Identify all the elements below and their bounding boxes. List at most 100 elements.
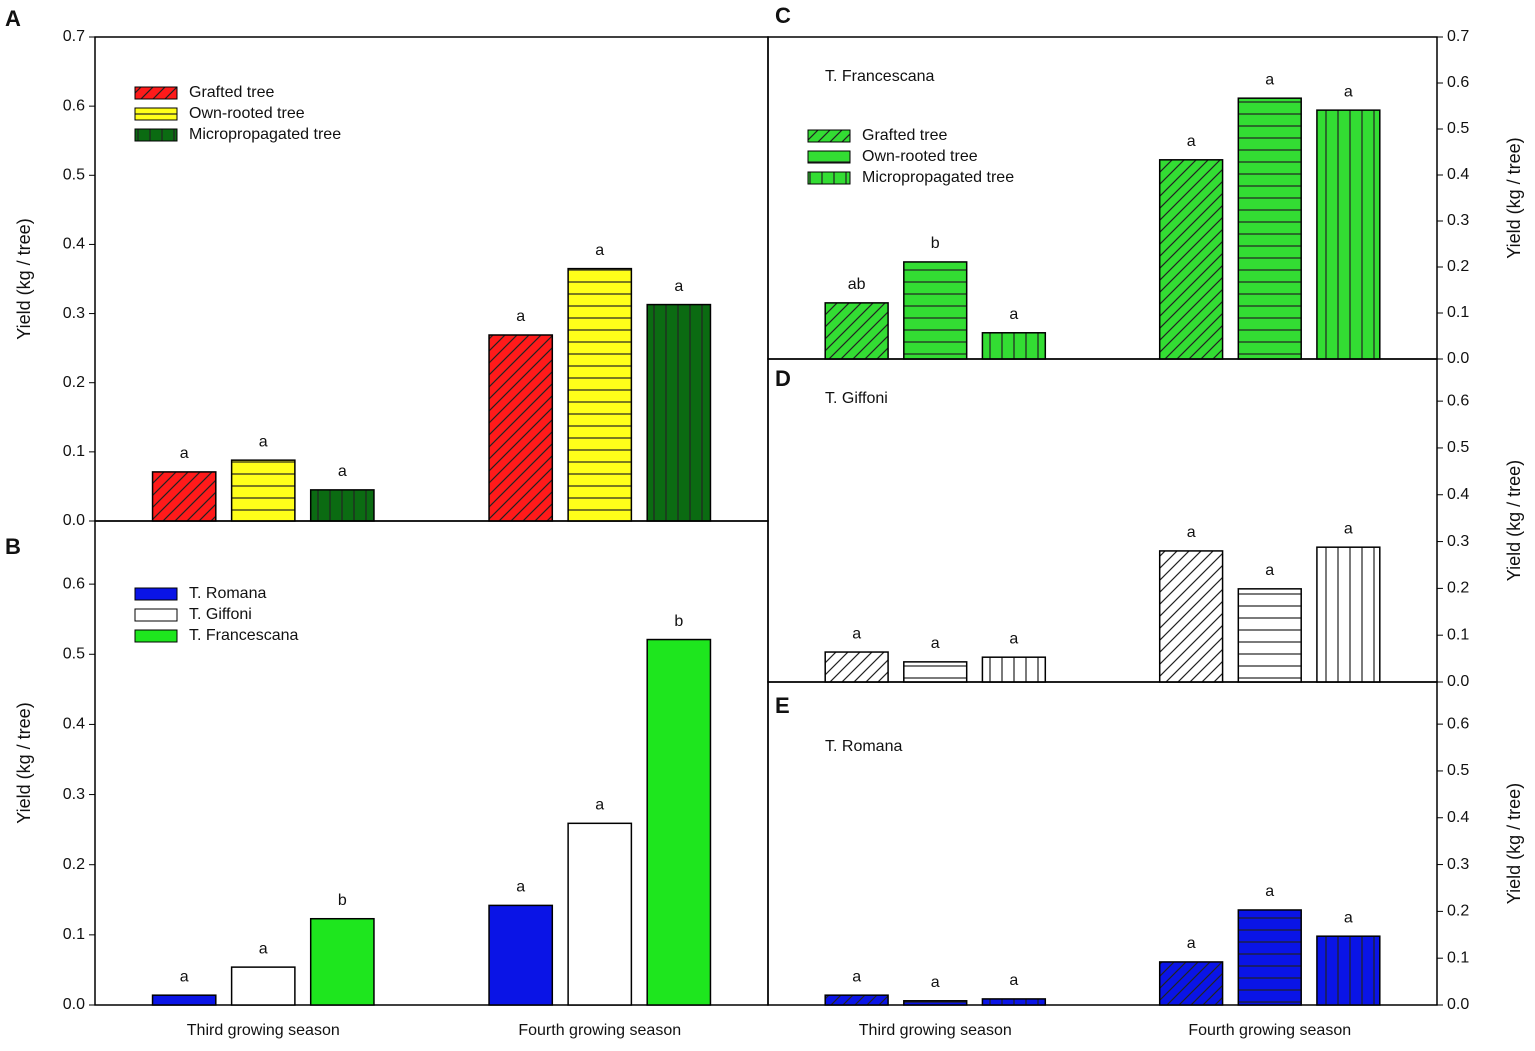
x-tick-label: Fourth growing season: [1188, 1022, 1351, 1039]
y-tick-label: 0.1: [1447, 304, 1469, 321]
legend-label: Micropropagated tree: [862, 169, 1014, 186]
legend-swatch: [134, 587, 178, 601]
bar: [981, 998, 1047, 1006]
bar: [981, 332, 1047, 360]
significance-letter: a: [259, 433, 268, 450]
significance-letter: a: [595, 797, 604, 814]
significance-letter: a: [595, 242, 604, 259]
legend-swatch: [134, 86, 178, 100]
y-tick-label: 0.5: [1447, 762, 1469, 779]
y-axis-label: Yield (kg / tree): [1504, 460, 1524, 581]
y-tick-label: 0.4: [1447, 166, 1469, 183]
significance-letter: a: [1009, 630, 1018, 647]
bar: [1316, 546, 1381, 683]
significance-letter: a: [1265, 883, 1274, 900]
legend-swatch: [134, 608, 178, 622]
bar: [567, 822, 633, 1006]
y-tick-label: 0.0: [63, 996, 85, 1013]
y-tick-label: 0.3: [1447, 856, 1469, 873]
bar: [567, 267, 633, 522]
significance-letter: a: [1344, 520, 1353, 537]
bar: [646, 638, 712, 1006]
bar: [824, 302, 889, 360]
significance-letter: a: [852, 625, 861, 642]
significance-letter: a: [180, 968, 189, 985]
bar: [309, 489, 375, 522]
y-axis-label: Yield (kg / tree): [14, 702, 34, 823]
bar: [1158, 961, 1224, 1006]
y-tick-label: 0.0: [63, 512, 85, 529]
bar: [1158, 159, 1224, 360]
significance-letter: a: [1009, 306, 1018, 323]
y-tick-label: 0.1: [1447, 626, 1469, 643]
legend-label: T. Francescana: [189, 627, 298, 644]
y-tick-label: 0.6: [1447, 74, 1469, 91]
bar: [309, 917, 375, 1006]
legend-label: Grafted tree: [189, 84, 274, 101]
bar: [1237, 588, 1302, 683]
bar: [230, 966, 296, 1006]
legend-swatch: [134, 107, 178, 121]
y-tick-label: 0.2: [1447, 258, 1469, 275]
x-tick-label: Third growing season: [859, 1022, 1012, 1039]
significance-letter: a: [931, 974, 940, 991]
significance-letter: a: [1344, 909, 1353, 926]
bar: [1316, 109, 1381, 360]
y-tick-label: 0.5: [1447, 439, 1469, 456]
y-tick-label: 0.4: [63, 716, 85, 733]
significance-letter: a: [1009, 972, 1018, 989]
y-tick-label: 0.4: [1447, 486, 1469, 503]
bar: [488, 334, 554, 522]
bar: [1316, 935, 1381, 1006]
panel-title: T. Giffoni: [825, 390, 888, 407]
y-tick-label: 0.0: [1447, 996, 1469, 1013]
y-tick-label: 0.0: [1447, 673, 1469, 690]
legend-swatch: [807, 129, 851, 143]
significance-letter: a: [931, 635, 940, 652]
y-tick-label: 0.5: [1447, 120, 1469, 137]
y-axis-label: Yield (kg / tree): [1504, 783, 1524, 904]
y-tick-label: 0.2: [1447, 580, 1469, 597]
y-tick-label: 0.5: [63, 167, 85, 184]
bar: [151, 994, 217, 1006]
legend-swatch: [807, 150, 851, 164]
legend-swatch: [134, 128, 178, 142]
significance-letter: b: [674, 613, 683, 630]
bar: [1237, 909, 1302, 1006]
significance-letter: a: [1187, 935, 1196, 952]
y-tick-label: 0.1: [63, 443, 85, 460]
y-tick-label: 0.1: [1447, 949, 1469, 966]
y-tick-label: 0.2: [63, 856, 85, 873]
bar: [903, 261, 968, 360]
x-tick-label: Third growing season: [187, 1022, 340, 1039]
panel-label: E: [775, 693, 790, 718]
significance-letter: a: [1265, 71, 1274, 88]
significance-letter: a: [259, 940, 268, 957]
y-tick-label: 0.4: [1447, 809, 1469, 826]
legend-label: T. Romana: [189, 585, 266, 602]
bar: [1237, 97, 1302, 360]
significance-letter: ab: [848, 276, 866, 293]
y-tick-label: 0.6: [63, 97, 85, 114]
significance-letter: a: [1344, 83, 1353, 100]
bar: [488, 904, 554, 1006]
legend-label: Grafted tree: [862, 127, 947, 144]
bar: [903, 661, 968, 683]
significance-letter: a: [516, 879, 525, 896]
y-tick-label: 0.2: [63, 374, 85, 391]
bar: [824, 994, 889, 1006]
y-tick-label: 0.3: [63, 305, 85, 322]
legend-label: Own-rooted tree: [862, 148, 978, 165]
panel-label: B: [5, 534, 21, 559]
y-tick-label: 0.7: [63, 28, 85, 45]
y-axis-label: Yield (kg / tree): [14, 218, 34, 339]
significance-letter: a: [1187, 133, 1196, 150]
significance-letter: b: [338, 892, 347, 909]
significance-letter: a: [674, 278, 683, 295]
bar: [1158, 550, 1224, 683]
significance-letter: a: [516, 308, 525, 325]
y-tick-label: 0.6: [1447, 715, 1469, 732]
panel-label: D: [775, 366, 791, 391]
legend-label: Micropropagated tree: [189, 126, 341, 143]
